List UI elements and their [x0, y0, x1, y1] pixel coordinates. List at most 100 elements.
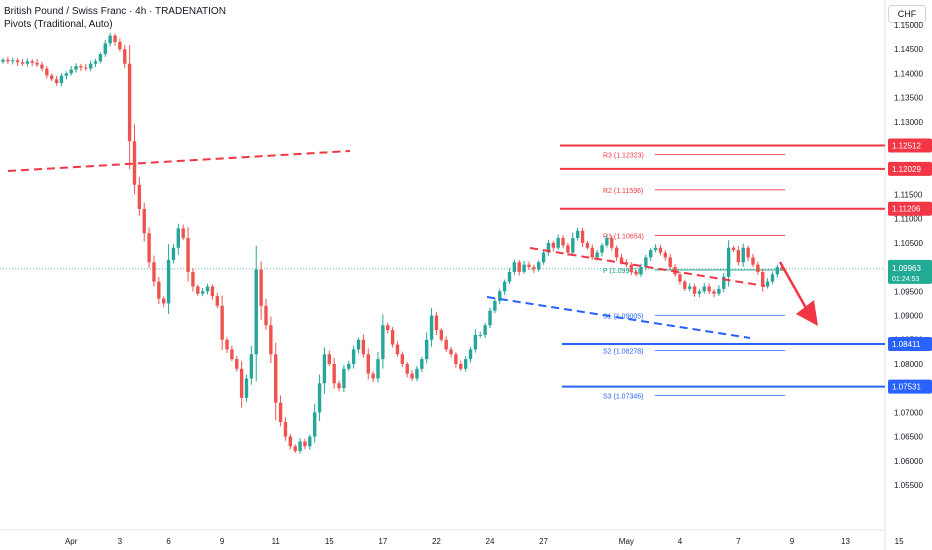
- last-price-label: 1.09963: [892, 264, 921, 273]
- candle: [54, 79, 59, 84]
- candle: [546, 242, 551, 253]
- candle: [327, 354, 331, 364]
- candle: [366, 354, 370, 374]
- pivot-label: P (1.09941): [603, 268, 639, 275]
- candle: [595, 252, 599, 258]
- channel-bottom-trendline[interactable]: [486, 296, 751, 339]
- candle: [741, 247, 745, 263]
- candle: [541, 252, 546, 263]
- candle: [639, 267, 643, 275]
- sr-level-tag: [888, 379, 932, 394]
- candle: [459, 363, 463, 369]
- candle: [663, 252, 668, 258]
- x-tick-label: 9: [220, 537, 225, 546]
- candle: [239, 368, 244, 398]
- x-tick-label: 17: [378, 537, 387, 546]
- y-tick-label: 1.15000: [894, 21, 923, 30]
- candle: [69, 69, 73, 74]
- candle: [532, 267, 536, 270]
- candle: [517, 262, 521, 272]
- candle: [356, 339, 361, 350]
- candle: [395, 344, 400, 355]
- candle: [444, 339, 448, 350]
- candle: [712, 291, 716, 294]
- candle: [176, 228, 181, 248]
- candle: [390, 330, 395, 345]
- candle: [74, 66, 78, 70]
- candle: [502, 281, 507, 292]
- x-tick-label: 6: [166, 537, 171, 546]
- candle: [556, 238, 560, 248]
- sr-level-label: 1.12512: [892, 141, 921, 150]
- y-tick-label: 1.13500: [894, 94, 923, 103]
- candle: [230, 349, 234, 360]
- candle: [644, 257, 648, 268]
- candle: [79, 66, 83, 68]
- x-tick-label: May: [619, 537, 634, 546]
- candle: [191, 271, 195, 287]
- candle: [288, 436, 293, 447]
- sr-level-label: 1.08411: [892, 340, 921, 349]
- x-tick-label: 15: [325, 537, 334, 546]
- candle: [658, 247, 663, 253]
- currency-button[interactable]: CHF: [888, 5, 926, 23]
- candle: [634, 271, 638, 275]
- candle: [200, 291, 205, 294]
- candle: [478, 334, 482, 336]
- y-tick-label: 1.10500: [894, 239, 923, 248]
- candle: [629, 264, 633, 272]
- candle: [610, 238, 614, 248]
- candle: [20, 62, 25, 64]
- candle: [439, 330, 443, 340]
- candle: [15, 60, 20, 63]
- symbol-title[interactable]: British Pound / Swiss Franc · 4h · TRADE…: [4, 6, 226, 17]
- y-tick-label: 1.09500: [894, 287, 923, 296]
- candle: [424, 339, 429, 360]
- candle: [337, 383, 341, 389]
- candle: [220, 305, 224, 340]
- candle: [376, 359, 380, 379]
- candle: [761, 271, 765, 287]
- pivot-label: S2 (1.08278): [603, 348, 643, 355]
- candle: [210, 286, 215, 297]
- channel-top-trendline[interactable]: [529, 247, 766, 287]
- x-tick-label: 13: [841, 537, 850, 546]
- candle: [50, 75, 54, 80]
- candle: [410, 373, 414, 379]
- candle: [113, 35, 117, 42]
- forecast-arrow-head: [796, 300, 818, 326]
- candle: [254, 269, 258, 355]
- pivot-label: S1 (1.09005): [603, 313, 643, 320]
- candle: [449, 349, 453, 355]
- y-tick-label: 1.14000: [894, 69, 923, 78]
- candle: [585, 242, 590, 248]
- candle: [11, 60, 15, 62]
- candle: [731, 247, 736, 251]
- candle: [108, 35, 112, 44]
- candle: [537, 262, 541, 270]
- candle: [25, 61, 30, 64]
- sr-level-tag: [888, 337, 932, 352]
- candle: [152, 262, 156, 282]
- candle: [765, 281, 770, 287]
- forecast-arrow-shaft[interactable]: [778, 261, 808, 309]
- sr-level-label: 1.12029: [892, 165, 921, 174]
- candle: [278, 402, 283, 423]
- y-tick-label: 1.05500: [894, 481, 923, 490]
- pivot-label: R3 (1.12323): [603, 153, 644, 160]
- candle: [147, 233, 151, 263]
- candle: [342, 368, 346, 389]
- resistance-trendline[interactable]: [7, 150, 351, 172]
- candle: [600, 245, 604, 253]
- candle: [507, 271, 512, 282]
- candle: [468, 349, 473, 360]
- candle: [434, 315, 439, 331]
- candle: [405, 363, 409, 374]
- candle: [722, 276, 726, 289]
- indicator-label[interactable]: Pivots (Traditional, Auto): [4, 19, 113, 30]
- candle: [186, 238, 190, 272]
- candle: [123, 49, 127, 64]
- candle: [1, 59, 5, 62]
- x-tick-label: 4: [678, 537, 683, 546]
